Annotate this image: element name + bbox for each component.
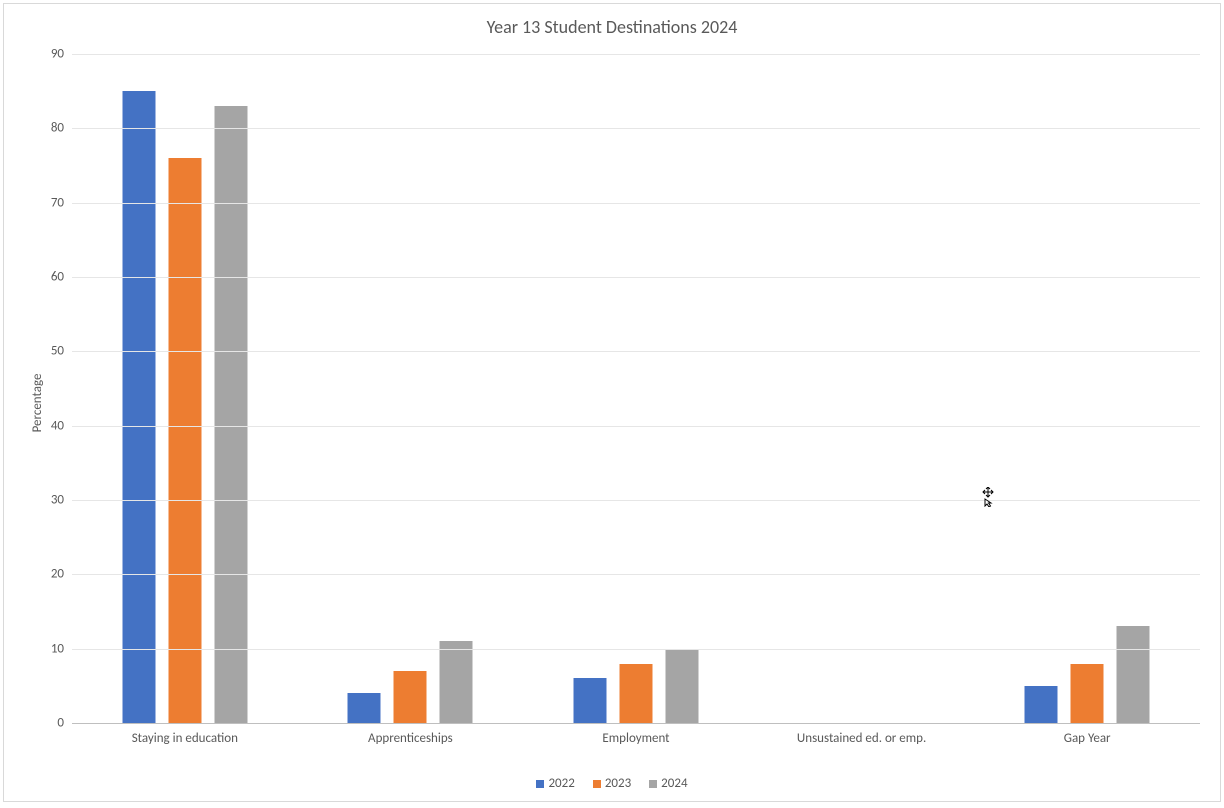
category-label: Unsustained ed. or emp.	[749, 731, 975, 746]
bar	[665, 649, 698, 723]
bar	[348, 693, 381, 723]
y-tick-label: 90	[51, 47, 64, 62]
gridline	[72, 649, 1200, 650]
bar-cluster	[799, 54, 924, 723]
legend-swatch-icon	[593, 780, 601, 788]
categories-container: Staying in educationApprenticeshipsEmplo…	[72, 54, 1200, 723]
category-label: Apprenticeships	[298, 731, 524, 746]
bar-cluster	[573, 54, 698, 723]
legend-item: 2022	[536, 776, 574, 791]
y-tick-label: 30	[51, 493, 64, 508]
legend-item: 2024	[649, 776, 687, 791]
y-tick-label: 70	[51, 195, 64, 210]
legend-label: 2024	[661, 776, 687, 791]
category-group: Gap Year	[974, 54, 1200, 723]
y-tick-label: 20	[51, 567, 64, 582]
y-tick-label: 60	[51, 270, 64, 285]
gridline	[72, 574, 1200, 575]
chart-frame: Year 13 Student Destinations 2024 Percen…	[3, 3, 1221, 802]
category-label: Gap Year	[974, 731, 1200, 746]
legend-swatch-icon	[536, 780, 544, 788]
category-group: Employment	[523, 54, 749, 723]
y-axis-title: Percentage	[30, 373, 45, 432]
bar	[1071, 664, 1104, 723]
bar	[1117, 626, 1150, 723]
legend-label: 2023	[605, 776, 631, 791]
bar-cluster	[1025, 54, 1150, 723]
bar	[168, 158, 201, 723]
legend: 2022 2023 2024	[4, 776, 1220, 791]
bar	[214, 106, 247, 723]
y-tick-label: 50	[51, 344, 64, 359]
gridline	[72, 203, 1200, 204]
gridline	[72, 500, 1200, 501]
y-tick-label: 10	[51, 641, 64, 656]
bar-cluster	[122, 54, 247, 723]
category-group: Staying in education	[72, 54, 298, 723]
bar	[1025, 686, 1058, 723]
gridline	[72, 54, 1200, 55]
bar	[573, 678, 606, 723]
category-label: Staying in education	[72, 731, 298, 746]
category-group: Apprenticeships	[298, 54, 524, 723]
legend-label: 2022	[548, 776, 574, 791]
gridline	[72, 277, 1200, 278]
gridline	[72, 426, 1200, 427]
bar	[440, 641, 473, 723]
plot-area: Staying in educationApprenticeshipsEmplo…	[72, 54, 1200, 723]
bar-cluster	[348, 54, 473, 723]
gridline	[72, 351, 1200, 352]
y-tick-label: 80	[51, 121, 64, 136]
y-tick-label: 0	[57, 716, 64, 731]
x-axis-line	[72, 723, 1200, 724]
legend-swatch-icon	[649, 780, 657, 788]
bar	[394, 671, 427, 723]
legend-item: 2023	[593, 776, 631, 791]
category-label: Employment	[523, 731, 749, 746]
gridline	[72, 128, 1200, 129]
bar	[619, 664, 652, 723]
category-group: Unsustained ed. or emp.	[749, 54, 975, 723]
chart-title: Year 13 Student Destinations 2024	[4, 16, 1220, 38]
bar	[122, 91, 155, 723]
y-tick-label: 40	[51, 418, 64, 433]
